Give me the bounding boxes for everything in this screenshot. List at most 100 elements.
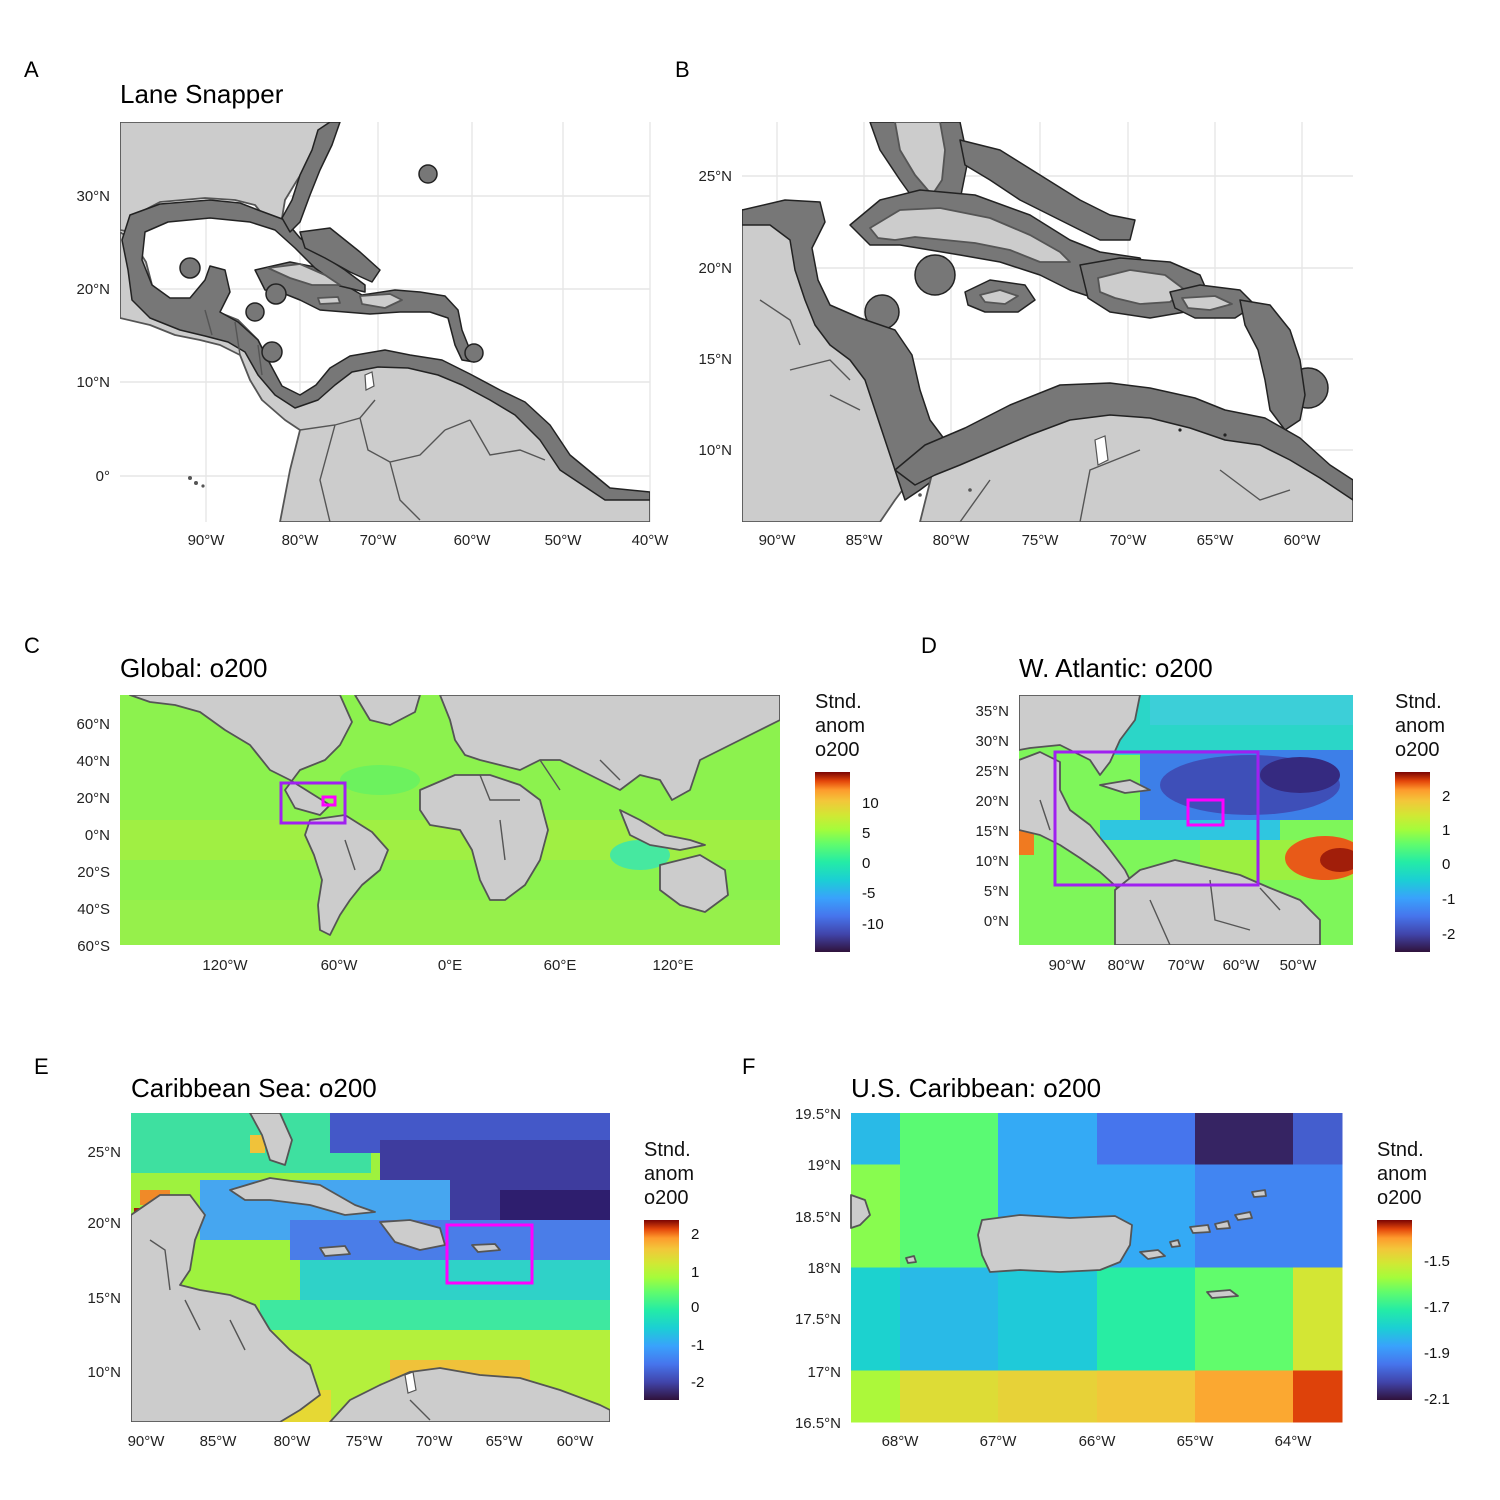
map-layer xyxy=(120,695,780,945)
panel-title: W. Atlantic: o200 xyxy=(1019,653,1213,683)
lake-maracaibo xyxy=(404,1371,417,1394)
y-tick-label: 17°N xyxy=(807,1364,841,1381)
x-tick-label: 64°W xyxy=(1275,1433,1313,1450)
legend-tick-label: 1 xyxy=(1442,822,1450,839)
y-tick-label: 17.5°N xyxy=(795,1311,841,1328)
land-culebra xyxy=(1169,1239,1181,1248)
land-cuba xyxy=(1099,779,1151,794)
legend-title-line: anom xyxy=(815,715,865,737)
x-tick-label: 60°W xyxy=(1284,532,1322,549)
x-axis-labels: 90°W 85°W 80°W 75°W 70°W 65°W 60°W xyxy=(128,1433,595,1450)
legend-title-line: o200 xyxy=(1377,1187,1422,1209)
colorbar xyxy=(1377,1220,1412,1400)
y-tick-label: 20°N xyxy=(698,260,732,277)
x-tick-label: 120°E xyxy=(652,957,693,974)
legend-title-line: Stnd. xyxy=(1395,691,1442,713)
habitat-buffer-island xyxy=(261,341,283,363)
heatmap-cell xyxy=(851,1113,901,1165)
legend-title-line: Stnd. xyxy=(815,691,862,713)
y-tick-label: 25°N xyxy=(698,168,732,185)
x-tick-label: 90°W xyxy=(188,532,226,549)
legend-title-line: o200 xyxy=(1395,739,1440,761)
land-jamaica xyxy=(979,289,1019,305)
x-axis-labels: 90°W 80°W 70°W 60°W 50°W xyxy=(1049,957,1318,974)
heatmap-cell xyxy=(1293,1267,1343,1320)
habitat-buffer-island xyxy=(914,254,956,296)
land-hispaniola-edge xyxy=(850,1194,871,1229)
y-tick-label: 40°S xyxy=(77,901,110,918)
x-tick-label: 60°W xyxy=(321,957,359,974)
y-tick-label: 19°N xyxy=(807,1157,841,1174)
heatmap-cell xyxy=(1097,1164,1196,1217)
heatmap-cell xyxy=(900,1370,999,1423)
panel-letter: A xyxy=(24,57,39,82)
x-tick-label: 75°W xyxy=(1022,532,1060,549)
panel-d: D W. Atlantic: o200 90°W 80°W xyxy=(921,633,1455,974)
y-tick-label: 25°N xyxy=(87,1144,121,1161)
legend-tick-label: -1 xyxy=(691,1337,704,1354)
land-tortola xyxy=(1234,1211,1253,1221)
x-tick-label: 80°W xyxy=(933,532,971,549)
y-tick-label: 10°N xyxy=(698,442,732,459)
land-south-america xyxy=(1114,859,1321,945)
legend-tick-label: -1.9 xyxy=(1424,1345,1450,1362)
legend-tick-label: -1.5 xyxy=(1424,1253,1450,1270)
heatmap-cell xyxy=(1195,1216,1294,1268)
habitat-buffer-island xyxy=(464,343,484,363)
heatmap-cell xyxy=(851,1370,901,1423)
map-layer xyxy=(120,122,650,522)
panel-b: B xyxy=(675,57,1353,549)
land-florida xyxy=(249,1113,293,1166)
panel-e: E Caribbean Sea: o200 xyxy=(34,1054,704,1450)
land-st-john xyxy=(1214,1220,1231,1230)
colorbar-legend: Stnd. anom o200 -1.5 -1.7 -1.9 -2.1 xyxy=(1377,1139,1450,1408)
y-axis-labels: 35°N 30°N 25°N 20°N 15°N 10°N 5°N 0°N xyxy=(975,703,1009,930)
legend-tick-label: -2.1 xyxy=(1424,1391,1450,1408)
habitat-buffer-atlantic-coast xyxy=(281,122,341,233)
heatmap-cell xyxy=(998,1267,1098,1320)
y-tick-label: 18°N xyxy=(807,1260,841,1277)
x-axis-labels: 90°W 80°W 70°W 60°W 50°W 40°W xyxy=(188,532,670,549)
y-tick-label: 0° xyxy=(96,468,110,485)
x-tick-label: 70°W xyxy=(416,1433,454,1450)
land-australia xyxy=(659,854,729,913)
y-axis-labels: 30°N 20°N 10°N 0° xyxy=(76,188,110,485)
map-layer xyxy=(131,1113,610,1422)
legend-tick-label: -10 xyxy=(862,916,884,933)
legend-tick-label: 1 xyxy=(691,1264,699,1281)
heatmap-cell xyxy=(1097,1267,1196,1320)
y-tick-label: 10°N xyxy=(975,853,1009,870)
habitat-buffer-island xyxy=(245,302,265,322)
habitat-buffer-island xyxy=(179,257,201,279)
x-tick-label: 85°W xyxy=(200,1433,238,1450)
habitat-buffer-bermuda xyxy=(418,164,438,184)
y-axis-labels: 19.5°N 19°N 18.5°N 18°N 17.5°N 17°N 16.5… xyxy=(795,1106,841,1432)
land-florida xyxy=(894,122,946,196)
land-north-america xyxy=(1019,695,1141,776)
y-tick-label: 30°N xyxy=(76,188,110,205)
heatmap-cell xyxy=(998,1370,1098,1423)
y-axis-labels: 25°N 20°N 15°N 10°N xyxy=(87,1144,121,1381)
inner-region-box xyxy=(321,795,337,807)
y-tick-label: 60°N xyxy=(76,716,110,733)
land-st-thomas xyxy=(1189,1224,1211,1234)
x-tick-label: 60°E xyxy=(544,957,577,974)
panel-title: U.S. Caribbean: o200 xyxy=(851,1073,1101,1103)
inner-region-box xyxy=(1186,798,1225,827)
x-tick-label: 65°W xyxy=(1177,1433,1215,1450)
panel-letter: B xyxy=(675,57,690,82)
map-layer xyxy=(1019,695,1353,945)
legend-tick-label: -5 xyxy=(862,885,875,902)
heatmap-cell xyxy=(1097,1370,1196,1423)
x-tick-label: 75°W xyxy=(346,1433,384,1450)
heatmap-cell xyxy=(900,1267,999,1320)
map-layer xyxy=(850,1189,1267,1299)
y-tick-label: 10°N xyxy=(87,1364,121,1381)
x-tick-label: 68°W xyxy=(882,1433,920,1450)
x-axis-labels: 90°W 85°W 80°W 75°W 70°W 65°W 60°W xyxy=(759,532,1322,549)
heatmap-cell xyxy=(1097,1319,1196,1371)
legend-tick-label: -2 xyxy=(691,1374,704,1391)
y-tick-label: 0°N xyxy=(984,913,1009,930)
legend-title-line: o200 xyxy=(644,1187,689,1209)
